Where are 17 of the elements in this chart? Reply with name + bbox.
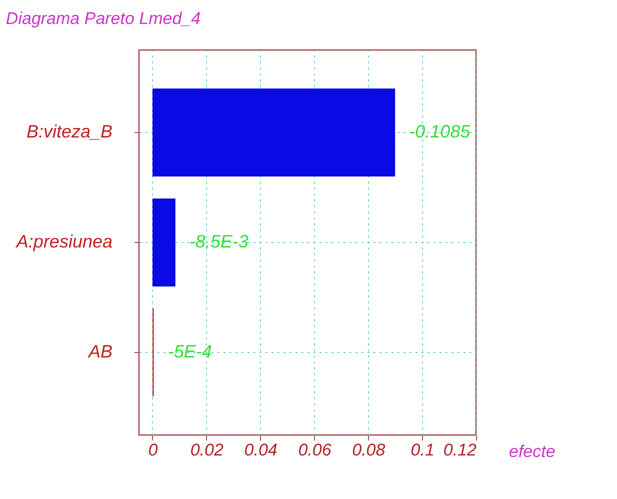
chart-title: Diagrama Pareto Lmed_4 [6,9,201,28]
x-tick-label: 0.1 [410,440,434,460]
x-tick-label: 0.04 [244,440,278,460]
bar [152,88,396,176]
annotation: -0.1085 [409,122,472,142]
annotation: -5E-4 [168,342,212,362]
x-tick-label: 0 [148,440,158,460]
bar [152,198,176,286]
x-tick-label: 0.08 [352,440,386,460]
y-tick-label: AB [87,342,112,362]
x-tick-label: 0.02 [190,440,224,460]
y-tick-label: B:viteza_B [26,122,112,142]
annotation: -8.5E-3 [189,232,248,252]
x-tick-label: 0.12 [443,440,478,460]
y-tick-label: A:presiunea [15,232,112,252]
x-tick-label: 0.06 [298,440,332,460]
x-axis-title: efecte [509,442,556,461]
